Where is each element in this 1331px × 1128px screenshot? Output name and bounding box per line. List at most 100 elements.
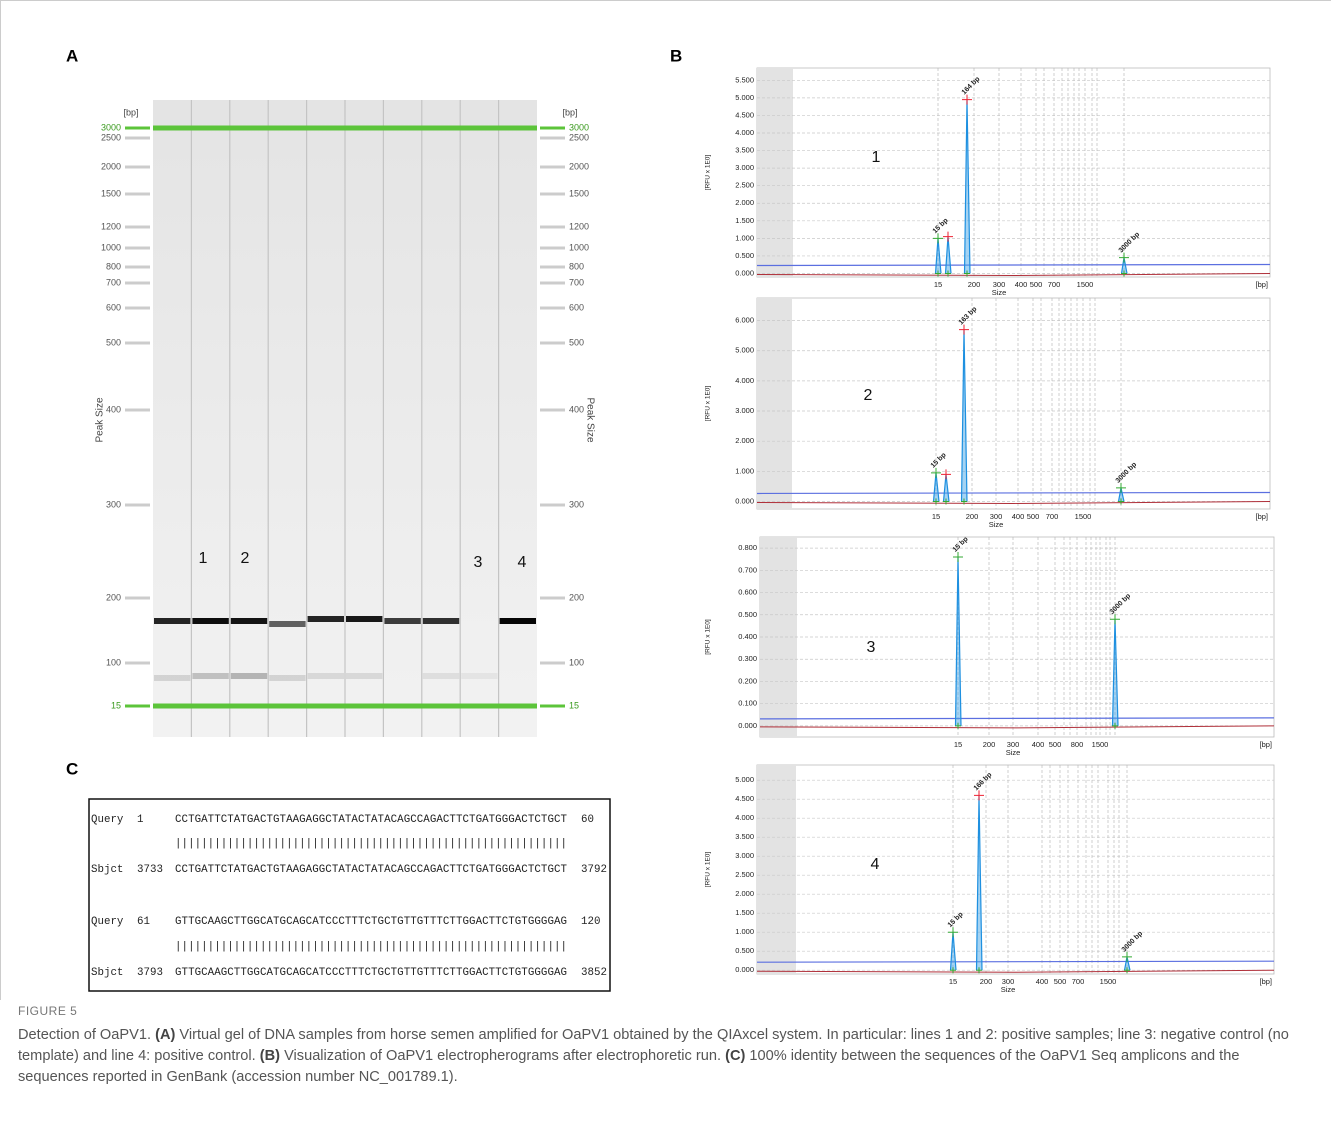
ladder-label: 100	[569, 657, 584, 667]
y-tick-label: 1.500	[735, 908, 754, 917]
ladder-label: 700	[569, 277, 584, 287]
x-tick-label: 200	[983, 740, 996, 749]
ladder-label: 2500	[569, 132, 589, 142]
ladder-tick	[540, 193, 565, 196]
y-tick-label: 1.000	[735, 466, 754, 475]
ladder-tick	[125, 247, 150, 250]
ladder-label: 300	[106, 499, 121, 509]
excluded-region	[757, 68, 793, 277]
seq-end: 60	[581, 814, 594, 826]
sequence: CCTGATTCTATGACTGTAAGAGGCTATACTATACAGCCAG…	[175, 864, 568, 876]
match-line: ||||||||||||||||||||||||||||||||||||||||…	[175, 838, 567, 850]
ladder-tick	[540, 266, 565, 269]
ladder-tick	[125, 307, 150, 310]
seq-start: 61	[137, 916, 150, 928]
excluded-region	[757, 765, 796, 974]
ladder-label: 200	[106, 592, 121, 602]
ladder-tick	[540, 409, 565, 412]
x-axis-label: Size	[989, 520, 1004, 529]
x-tick-label: 1500	[1077, 280, 1094, 289]
x-axis-label: Size	[992, 288, 1007, 297]
ladder-label: 1200	[569, 221, 589, 231]
x-tick-label: 700	[1072, 977, 1085, 986]
x-tick-label: 15	[934, 280, 942, 289]
ladder-label: 100	[106, 657, 121, 667]
gel-band	[423, 673, 459, 679]
x-tick-label: 15	[932, 512, 940, 521]
ladder-tick	[125, 597, 150, 600]
alignment-box	[89, 799, 610, 991]
ladder-label: 15	[569, 700, 579, 710]
ladder-label: 2500	[101, 132, 121, 142]
ladder-tick	[540, 226, 565, 229]
x-tick-label: 500	[1027, 512, 1040, 521]
marker-band	[153, 126, 537, 131]
gel-axis-label: Peak Size	[584, 397, 595, 442]
gel-band	[192, 673, 228, 679]
ladder-tick	[125, 409, 150, 412]
x-tick-label: 1500	[1075, 512, 1092, 521]
gel-band	[346, 616, 382, 622]
y-tick-label: 1.000	[735, 927, 754, 936]
x-tick-label: 400	[1012, 512, 1025, 521]
gel-band	[423, 618, 459, 624]
ladder-tick	[540, 597, 565, 600]
ladder-label: 400	[569, 404, 584, 414]
y-tick-label: 0.600	[738, 588, 757, 597]
y-tick-label: 2.000	[735, 436, 754, 445]
ladder-tick	[125, 705, 150, 708]
y-tick-label: 6.000	[735, 316, 754, 325]
ladder-label: 2000	[101, 161, 121, 171]
y-tick-label: 5.500	[735, 75, 754, 84]
plot-area	[757, 765, 1274, 974]
gel-axis-label: Peak Size	[95, 397, 106, 442]
ladder-tick	[125, 504, 150, 507]
ladder-label: 800	[106, 261, 121, 271]
excluded-region	[757, 298, 792, 509]
sequence: GTTGCAAGCTTGGCATGCAGCATCCCTTTCTGCTGTTGTT…	[175, 916, 567, 928]
ladder-tick	[125, 193, 150, 196]
y-tick-label: 0.000	[735, 268, 754, 277]
y-tick-label: 4.000	[735, 128, 754, 137]
x-unit: [bp]	[1255, 280, 1268, 289]
gel-band	[346, 673, 382, 679]
seq-name: Query	[91, 814, 124, 826]
y-tick-label: 0.500	[735, 946, 754, 955]
y-tick-label: 3.500	[735, 832, 754, 841]
y-axis-label: [RFU x 1E0]	[705, 852, 712, 888]
y-tick-label: 0.100	[738, 699, 757, 708]
x-tick-label: 500	[1054, 977, 1067, 986]
plot-area	[757, 298, 1270, 509]
marker-band	[153, 704, 537, 709]
x-tick-label: 200	[980, 977, 993, 986]
ladder-label: 600	[106, 302, 121, 312]
gel-band	[154, 675, 190, 681]
ladder-tick	[540, 166, 565, 169]
y-tick-label: 0.800	[738, 543, 757, 552]
y-tick-label: 0.300	[738, 654, 757, 663]
ladder-tick	[125, 166, 150, 169]
ladder-label: 800	[569, 261, 584, 271]
y-tick-label: 0.000	[735, 965, 754, 974]
x-tick-label: 200	[966, 512, 979, 521]
x-tick-label: 15	[949, 977, 957, 986]
x-tick-label: 1500	[1100, 977, 1117, 986]
panel-label: C	[66, 759, 78, 778]
ladder-tick	[540, 705, 565, 708]
x-tick-label: 700	[1046, 512, 1059, 521]
page: A B C 3000300025002500200020001500150012…	[0, 0, 1331, 1128]
ladder-tick	[540, 307, 565, 310]
ladder-tick	[125, 266, 150, 269]
x-tick-label: 500	[1049, 740, 1062, 749]
x-tick-label: 200	[968, 280, 981, 289]
gel-band	[500, 618, 536, 624]
gel-band	[231, 673, 267, 679]
ladder-tick	[540, 247, 565, 250]
y-tick-label: 0.500	[735, 251, 754, 260]
ladder-tick	[125, 127, 150, 130]
y-axis-label: [RFU x 1E0]	[705, 619, 712, 655]
x-tick-label: 500	[1030, 280, 1043, 289]
y-tick-label: 3.000	[735, 851, 754, 860]
y-tick-label: 2.000	[735, 198, 754, 207]
